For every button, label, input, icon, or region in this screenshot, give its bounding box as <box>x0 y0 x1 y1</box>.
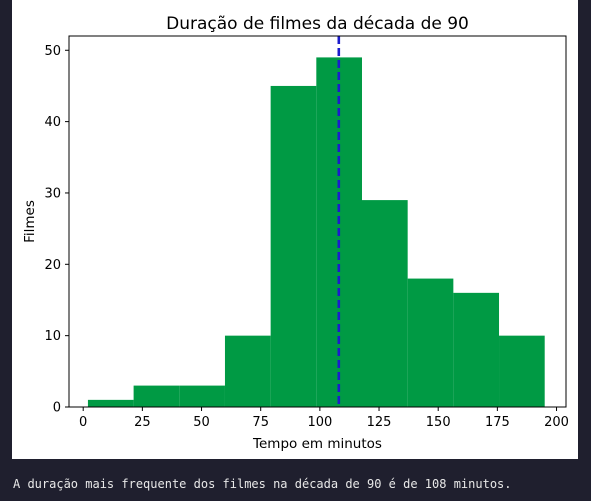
histogram-bar <box>407 278 454 407</box>
y-tick-label: 40 <box>44 115 61 130</box>
histogram-bar <box>453 292 500 407</box>
chart-title: Duração de filmes da década de 90 <box>166 14 469 34</box>
x-tick-label: 50 <box>193 415 210 430</box>
cell-output-text: A duração mais frequente dos filmes na d… <box>13 477 512 491</box>
histogram-bar <box>499 335 545 407</box>
x-tick-label: 200 <box>544 415 569 430</box>
y-axis-label: Filmes <box>22 200 38 243</box>
histogram-bar <box>179 385 225 407</box>
x-tick-label: 100 <box>307 415 332 430</box>
chart-figure: 0 25 50 75 100 125 150 175 200 0 10 20 30 40 50 Duraç… <box>12 0 578 459</box>
histogram-bar <box>361 200 408 407</box>
x-axis-label: Tempo em minutos <box>252 436 382 452</box>
y-tick-label: 30 <box>44 186 61 201</box>
x-tick-label: 0 <box>79 415 87 430</box>
x-axis-ticks: 0 25 50 75 100 125 150 175 200 <box>79 407 569 430</box>
y-tick-label: 0 <box>53 401 61 416</box>
y-tick-label: 50 <box>44 44 61 59</box>
chart-axes <box>68 35 567 408</box>
histogram-bar <box>133 385 180 407</box>
y-axis-ticks: 0 10 20 30 40 50 <box>44 44 69 416</box>
x-tick-label: 175 <box>485 415 510 430</box>
histogram-bar <box>270 85 317 407</box>
x-tick-label: 125 <box>367 415 392 430</box>
y-tick-label: 10 <box>44 329 61 344</box>
x-tick-label: 75 <box>252 415 269 430</box>
plot-frame <box>68 35 567 408</box>
y-tick-label: 20 <box>44 258 61 273</box>
histogram-bar <box>224 335 271 407</box>
histogram-chart: 0 25 50 75 100 125 150 175 200 0 10 20 30 40 50 Duraç… <box>22 14 569 452</box>
x-tick-label: 150 <box>426 415 451 430</box>
histogram-bars <box>87 57 545 408</box>
histogram-bar <box>87 399 134 407</box>
x-tick-label: 25 <box>134 415 151 430</box>
